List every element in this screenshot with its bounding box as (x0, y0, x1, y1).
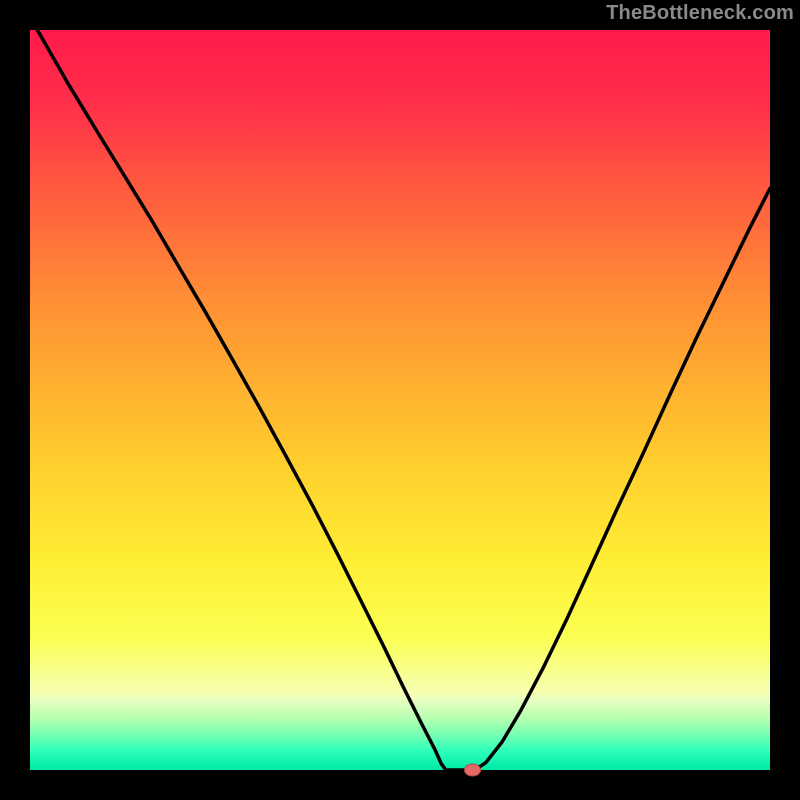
bottleneck-chart (0, 0, 800, 800)
optimal-point-marker (465, 764, 481, 776)
watermark-text: TheBottleneck.com (606, 2, 794, 25)
plot-background (30, 30, 770, 770)
